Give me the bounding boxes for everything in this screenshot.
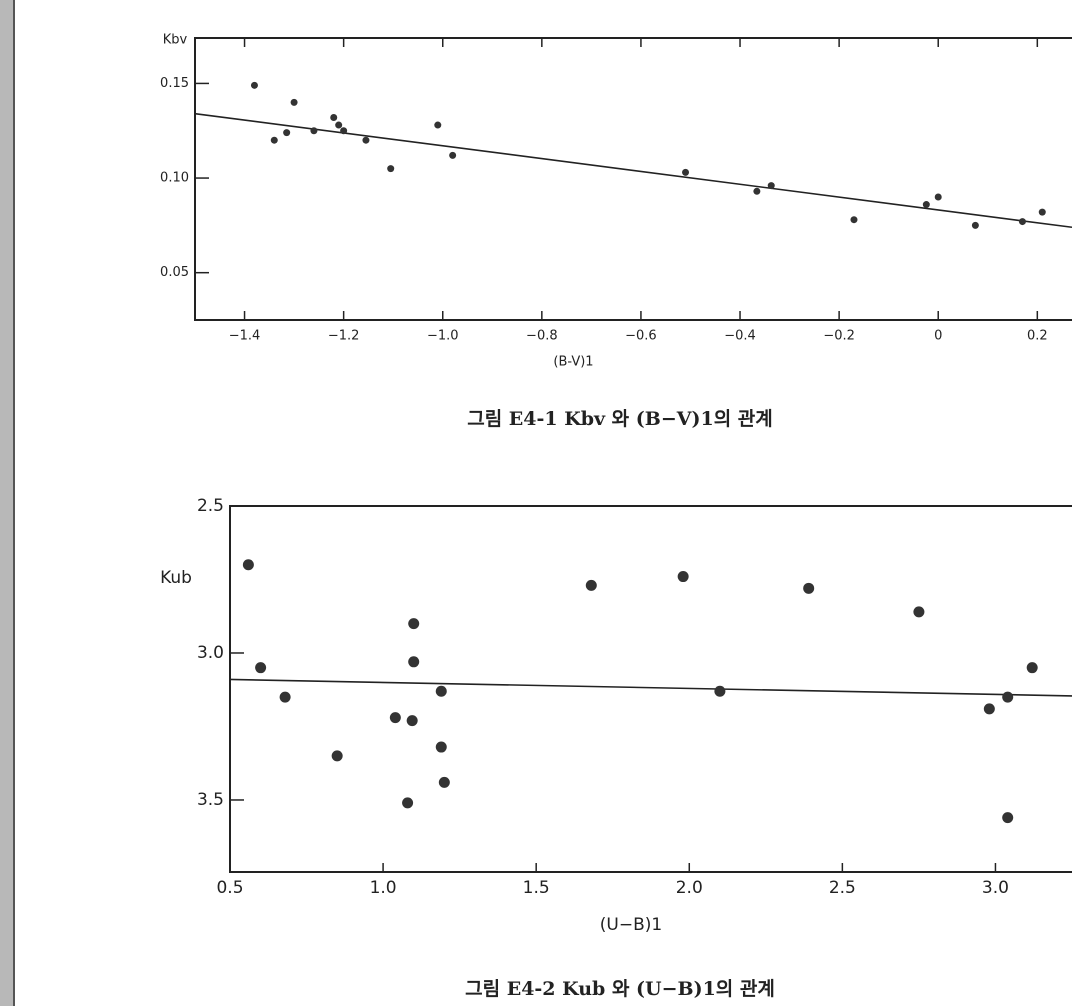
y-tick-label: 0.05	[160, 265, 189, 280]
x-tick-label: 0.5	[216, 878, 243, 898]
data-point	[434, 121, 442, 129]
data-point	[331, 750, 343, 762]
data-point	[1002, 812, 1014, 824]
data-point	[283, 129, 291, 137]
data-point	[435, 685, 447, 697]
data-point	[408, 618, 420, 630]
data-point	[242, 559, 254, 571]
x-tick-label: −0.6	[625, 329, 657, 344]
y-tick-label: 0.15	[160, 76, 189, 91]
x-tick-label: −1.0	[427, 329, 459, 344]
data-point	[387, 165, 395, 173]
data-point	[255, 662, 267, 674]
data-point	[279, 691, 291, 703]
data-point	[753, 187, 761, 195]
data-point	[310, 127, 318, 135]
y-tick-label: 2.5	[197, 496, 224, 516]
data-point	[922, 201, 930, 209]
x-tick-label: −0.8	[526, 329, 558, 344]
data-point	[1026, 662, 1038, 674]
data-point	[290, 98, 298, 106]
data-point	[913, 606, 925, 618]
data-point	[435, 741, 447, 753]
data-point	[335, 121, 343, 129]
data-point	[362, 136, 370, 144]
data-point	[449, 151, 457, 159]
data-point	[850, 216, 858, 224]
data-point	[1038, 208, 1046, 216]
data-point	[677, 571, 689, 583]
x-tick-label: −1.4	[229, 329, 261, 344]
data-point	[1018, 218, 1026, 226]
y-tick-label: 3.5	[197, 790, 224, 810]
x-tick-label: −0.2	[823, 329, 855, 344]
x-tick-label: 1.5	[523, 878, 550, 898]
fit-line	[229, 678, 1072, 697]
y-axis-label: Kbv	[163, 33, 188, 48]
data-point	[438, 776, 450, 788]
data-point	[803, 582, 815, 594]
x-tick-label: 0	[934, 329, 942, 344]
x-tick-label: −0.4	[724, 329, 756, 344]
data-point	[402, 797, 414, 809]
y-axis-label: Kub	[160, 568, 192, 588]
data-point	[330, 113, 338, 121]
x-tick-label: −1.2	[328, 329, 360, 344]
x-tick-label: 2.0	[676, 878, 703, 898]
figure-caption: 그림 E4-1 Kbv 와 (B−V)1의 관계	[467, 408, 773, 430]
y-tick-label: 3.0	[197, 643, 224, 663]
data-point	[389, 712, 401, 724]
side-bar	[0, 0, 14, 1006]
x-axis-label: (B-V)1	[553, 355, 593, 370]
y-tick-label: 0.10	[160, 171, 189, 186]
fit-line	[194, 112, 1072, 229]
figure-caption: 그림 E4-2 Kub 와 (U−B)1의 관계	[465, 978, 775, 1000]
x-tick-label: 2.5	[829, 878, 856, 898]
x-tick-label: 0.2	[1027, 329, 1048, 344]
data-point	[767, 182, 775, 190]
data-point	[250, 81, 258, 89]
x-axis-label: (U−B)1	[600, 915, 662, 935]
data-point	[585, 579, 597, 591]
data-point	[714, 685, 726, 697]
x-tick-label: 3.0	[982, 878, 1009, 898]
data-point	[340, 127, 348, 135]
data-point	[406, 715, 418, 727]
data-point	[1002, 691, 1014, 703]
plot-frame	[229, 505, 1072, 873]
data-point	[934, 193, 942, 201]
data-point	[408, 656, 420, 668]
data-point	[270, 136, 278, 144]
data-point	[971, 221, 979, 229]
plot-frame	[194, 37, 1072, 321]
x-tick-label: 1.0	[370, 878, 397, 898]
data-point	[983, 703, 995, 715]
data-point	[682, 168, 690, 176]
